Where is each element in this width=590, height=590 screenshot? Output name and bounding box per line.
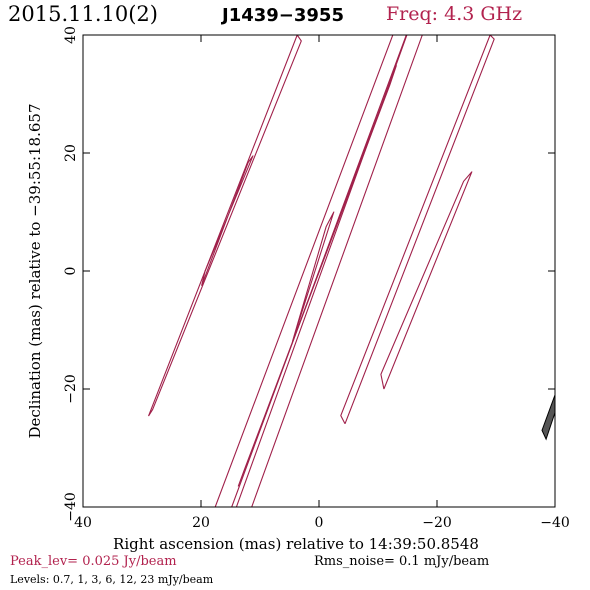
rms-noise: Rms_noise= 0.1 mJy/beam — [314, 554, 490, 569]
contours-layer — [147, 35, 555, 507]
header-date: 2015.11.10(2) — [8, 2, 158, 26]
y-tick-label: −20 — [63, 374, 79, 404]
header-frequency: Freq: 4.3 GHz — [386, 3, 523, 25]
contour-levels: Levels: 0.7, 1, 3, 6, 12, 23 mJy/beam — [10, 573, 214, 586]
x-axis-label: Right ascension (mas) relative to 14:39:… — [113, 535, 479, 553]
y-tick-label: 20 — [63, 144, 79, 162]
contour-feature-filled — [541, 394, 555, 441]
y-tick-label: 40 — [63, 26, 79, 44]
y-tick-label: −40 — [63, 492, 79, 522]
x-tick-label: −20 — [422, 515, 452, 531]
ticks-layer: 40 20 0 −20 −40 −40 −20 0 20 40 — [63, 26, 570, 531]
contour-east-inner — [380, 171, 473, 390]
contour-outer — [147, 35, 302, 417]
x-tick-label: −40 — [540, 515, 570, 531]
contour-jet-2 — [235, 35, 423, 507]
x-tick-label: 20 — [192, 515, 210, 531]
y-axis-label: Declination (mas) relative to −39:55:18.… — [26, 103, 44, 438]
contour-jet-1 — [214, 35, 407, 507]
contour-east-outer — [340, 35, 495, 425]
header-source-name: J1439−3955 — [222, 5, 344, 26]
y-tick-label: 0 — [63, 267, 79, 276]
contour-jet-3 — [237, 65, 397, 487]
x-tick-label: 40 — [74, 515, 92, 531]
contour-jet-4 — [291, 211, 335, 342]
contour-inner — [201, 155, 254, 286]
x-tick-label: 0 — [315, 515, 324, 531]
peak-level: Peak_lev= 0.025 Jy/beam — [10, 554, 177, 569]
